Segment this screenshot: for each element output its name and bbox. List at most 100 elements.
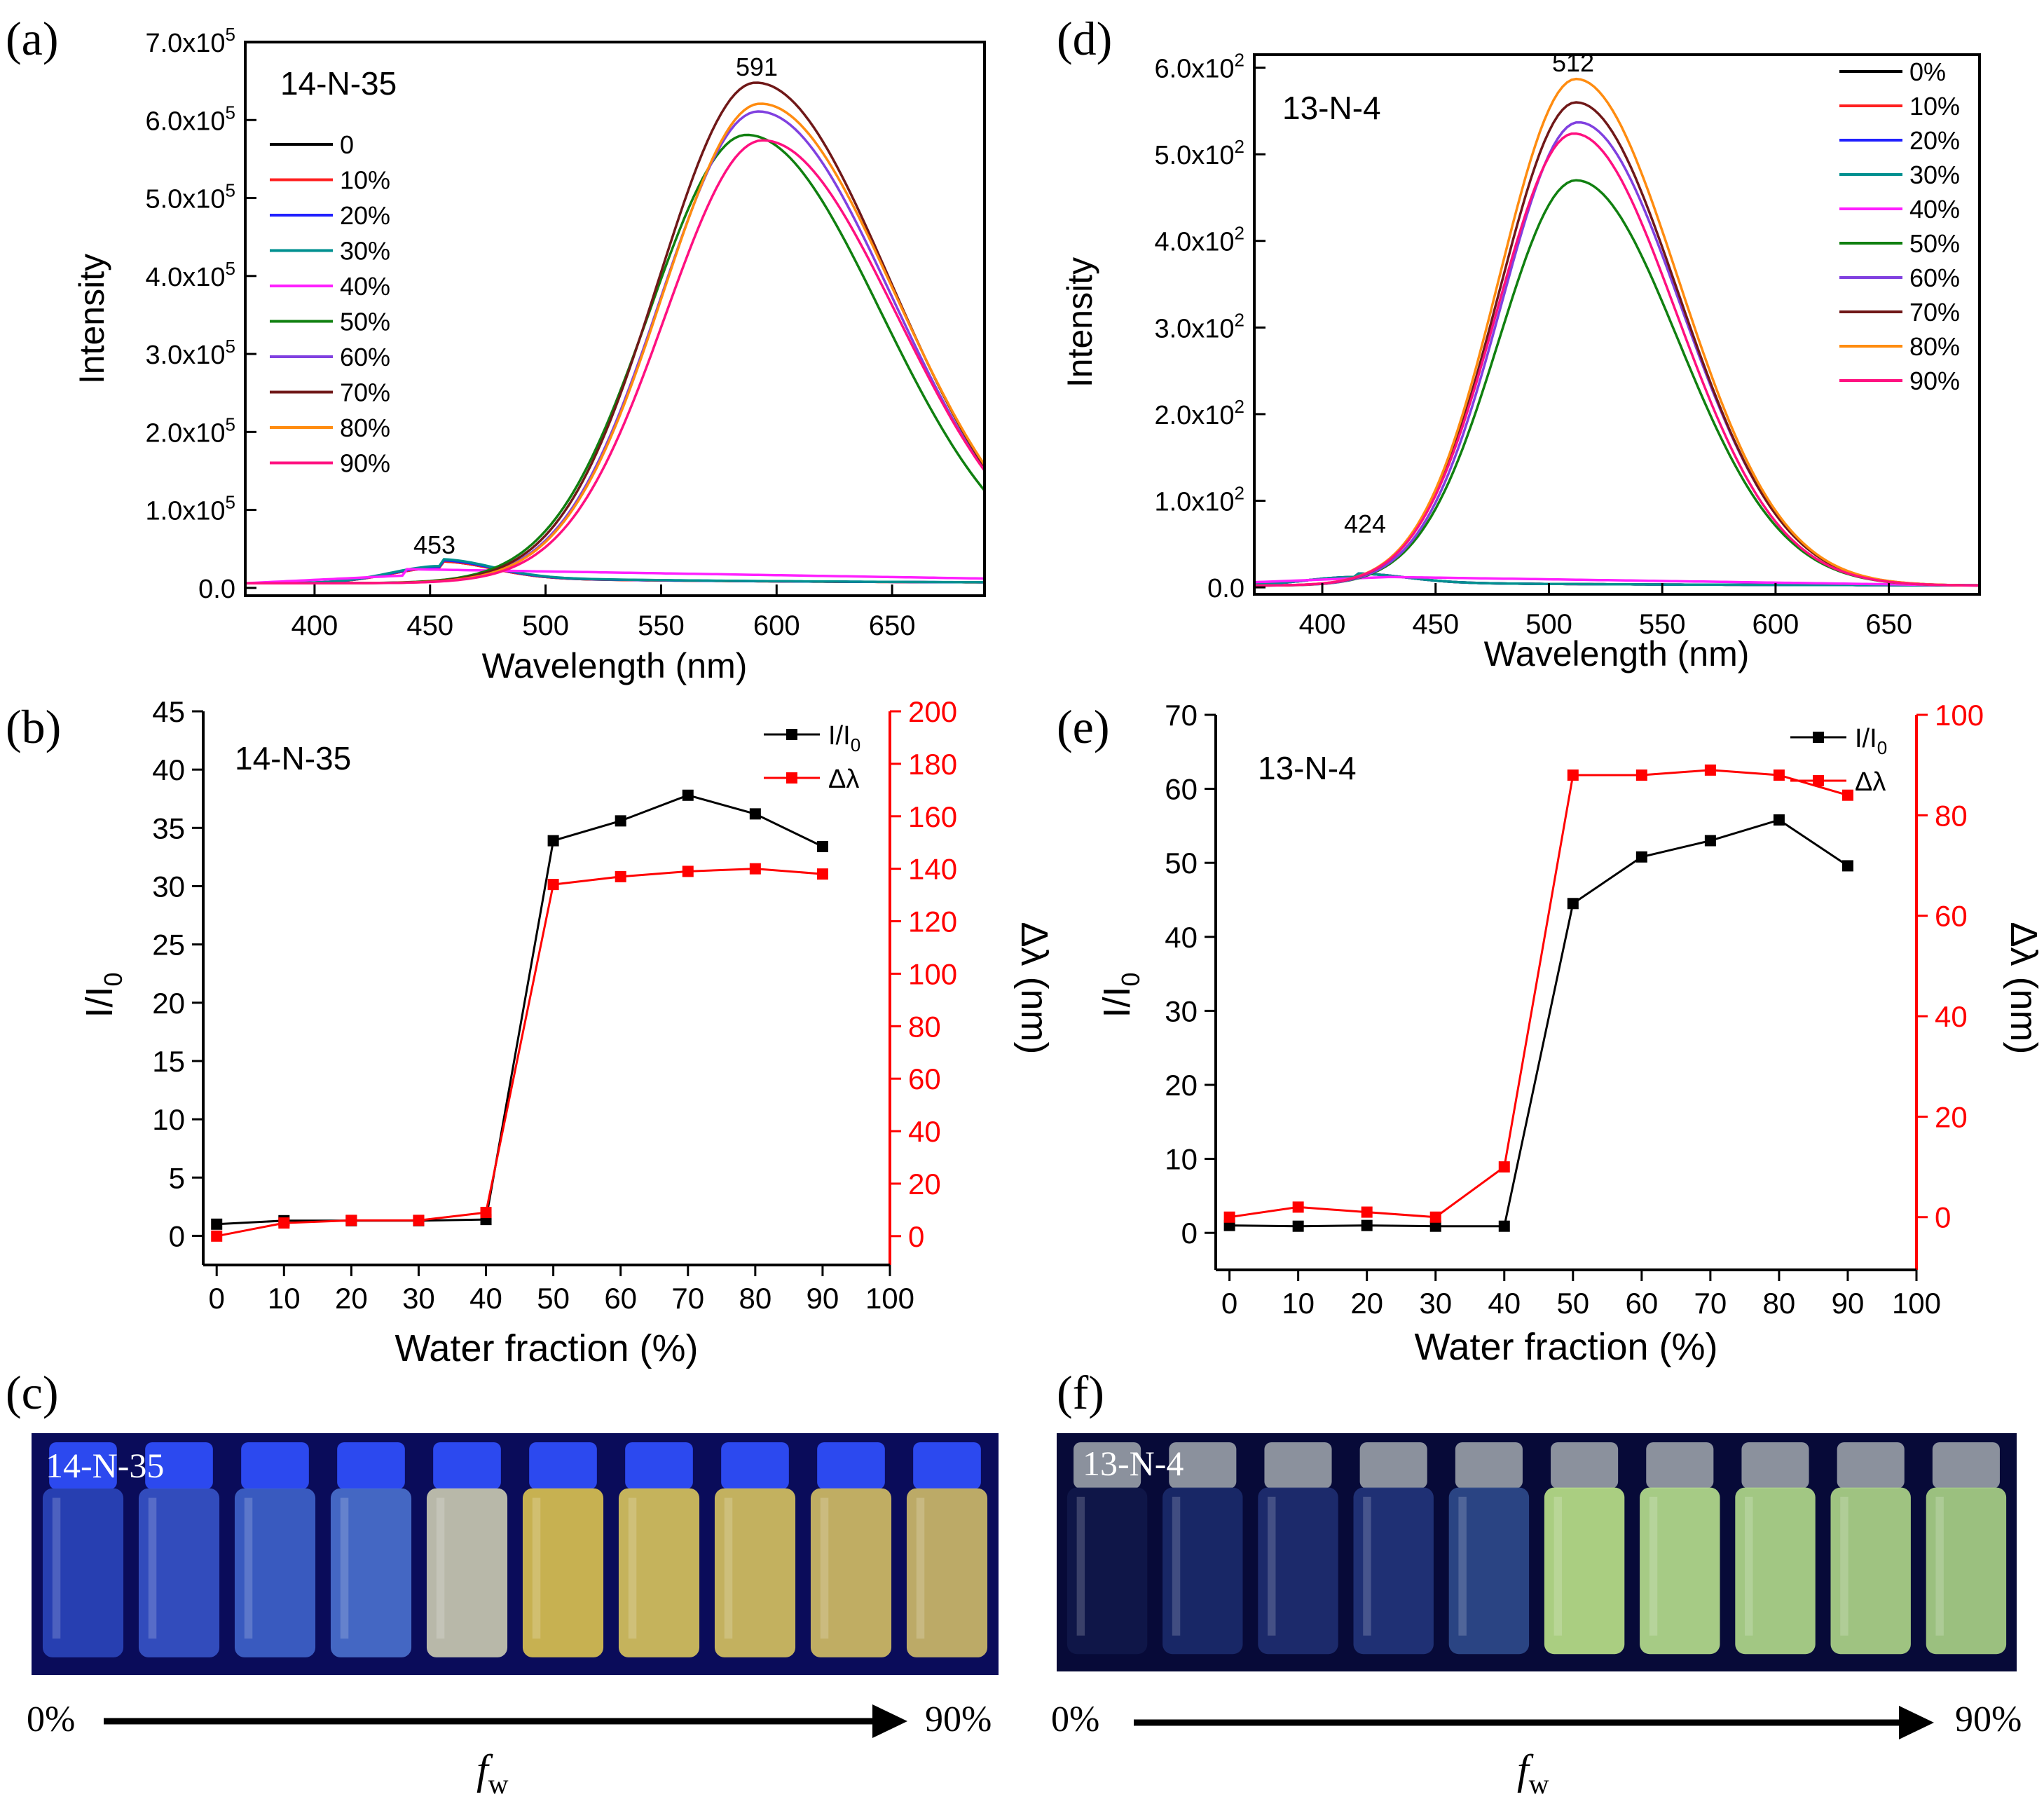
chart-d-legend-label-1: 10% — [1909, 92, 1960, 121]
chart-d-ytick-label-5: 5.0x102 — [1154, 136, 1244, 170]
chart-d-legend-label-6: 60% — [1909, 264, 1960, 292]
chart-a-legend: 0 10% 20% 30% 40% 50% 60% 70% 80% 90% — [270, 130, 390, 478]
photo-c-vial-cap-3 — [337, 1442, 405, 1489]
chart-a-series-4 — [245, 568, 985, 584]
chart-b-ytick-label-4: 20 — [152, 987, 185, 1020]
photo-c-vial-cap-6 — [625, 1442, 693, 1489]
chart-e-xtick-label-0: 0 — [1221, 1287, 1237, 1320]
chart-a-legend-label-9: 90% — [340, 449, 390, 478]
chart-b-xtick-label-0: 0 — [209, 1282, 225, 1315]
photo-f-axis-label: fw — [1517, 1746, 1549, 1799]
chart-d-legend-label-3: 30% — [1909, 160, 1960, 189]
photo-f-start-label: 0% — [1051, 1699, 1099, 1739]
chart-e-legend: I/I0 Δλ — [1790, 724, 1887, 797]
chart-e-ytick-label-3: 30 — [1165, 994, 1198, 1027]
chart-b-y2tick-label-4: 80 — [908, 1010, 941, 1043]
chart-a-xtick-label-5: 650 — [869, 610, 916, 641]
chart-b-sample-label: 14-N-35 — [235, 740, 351, 777]
svg-text:I/I0: I/I0 — [1096, 972, 1145, 1018]
chart-e-ytick-label-0: 0 — [1181, 1217, 1198, 1250]
photo-c-vial-glare-9 — [916, 1498, 925, 1639]
photo-f-vial-8 — [1830, 1487, 1911, 1655]
photo-c-vial-cap-5 — [529, 1442, 597, 1489]
chart-d-legend-label-5: 50% — [1909, 229, 1960, 258]
chart-b-point-1-4 — [480, 1207, 492, 1219]
svg-text:I/I0: I/I0 — [78, 972, 128, 1018]
chart-b-legend: I/I0 Δλ — [764, 721, 860, 794]
chart-b-ytick-label-9: 45 — [152, 695, 185, 728]
chart-a-xtick-label-0: 400 — [291, 610, 338, 641]
photo-c-vial-cap-8 — [817, 1442, 885, 1489]
photo-c-vial-glare-3 — [340, 1498, 349, 1639]
chart-e-xtick-label-3: 30 — [1419, 1287, 1452, 1320]
chart-e: 0 10 20 30 40 50 60 70 80 90 100 0 10 20 30 40 50 60 70 0 20… — [1096, 699, 2044, 1368]
chart-b-point-1-1 — [278, 1217, 290, 1229]
chart-b-ytick-label-6: 30 — [152, 870, 185, 903]
chart-b-y2tick-label-5: 100 — [908, 957, 957, 990]
chart-a-ytick-label-6: 6.0x105 — [145, 102, 235, 136]
chart-d-legend-label-8: 80% — [1909, 332, 1960, 361]
chart-d-legend-label-7: 70% — [1909, 298, 1960, 327]
photo-f-sample-label: 13-N-4 — [1083, 1444, 1184, 1483]
chart-b-xtick-label-4: 40 — [469, 1282, 502, 1315]
chart-b-point-1-7 — [682, 866, 694, 877]
chart-e-point-0-6 — [1635, 851, 1647, 863]
chart-e-xtick-label-7: 70 — [1694, 1287, 1727, 1320]
chart-d-frame — [1253, 53, 1981, 596]
chart-b-xtick-label-3: 30 — [402, 1282, 435, 1315]
chart-d-annotation-peak: 512 — [1552, 48, 1594, 77]
chart-a-ytick-label-2: 2.0x105 — [145, 413, 235, 448]
photo-f-vial-glare-7 — [1745, 1496, 1753, 1636]
chart-a-sample-label: 14-N-35 — [280, 65, 397, 102]
chart-e-y2tick-label-3: 60 — [1935, 900, 1968, 933]
chart-e-point-1-2 — [1361, 1206, 1373, 1218]
chart-e-y2label: Δλ (nm) — [2003, 922, 2044, 1054]
photo-f-vial-1 — [1162, 1487, 1243, 1655]
chart-a-ytick-label-5: 5.0x105 — [145, 180, 235, 214]
chart-d-xlabel: Wavelength (nm) — [1484, 634, 1750, 673]
chart-a-ytick-label-7: 7.0x105 — [145, 24, 235, 58]
photo-f-vial-cap-6 — [1646, 1442, 1714, 1489]
chart-a-ytick-label-0: 0.0 — [198, 575, 235, 604]
panel-label-c: (c) — [6, 1366, 58, 1419]
chart-e-point-0-8 — [1773, 814, 1785, 826]
chart-b-legend-marker-0 — [786, 729, 797, 740]
chart-e-ytick-label-4: 40 — [1165, 921, 1198, 954]
photo-f-vial-6 — [1640, 1487, 1720, 1655]
photo-f-vial-glare-1 — [1172, 1496, 1181, 1636]
chart-e-point-0-2 — [1361, 1219, 1373, 1231]
photo-f-arrow-head — [1899, 1706, 1934, 1739]
chart-d-xtick-label-4: 600 — [1753, 609, 1799, 640]
chart-e-xtick-label-8: 80 — [1763, 1287, 1796, 1320]
chart-b-xtick-label-1: 10 — [268, 1282, 301, 1315]
photo-c-axis-label: fw — [476, 1746, 509, 1799]
photo-f: 13-N-4 0% 90% fw — [1051, 1433, 2022, 1799]
chart-a-legend-label-1: 10% — [340, 166, 390, 195]
photo-c-vial-cap-9 — [913, 1442, 981, 1489]
chart-e-point-0-7 — [1704, 835, 1716, 847]
chart-e-point-1-1 — [1292, 1201, 1304, 1213]
chart-e-xtick-label-10: 100 — [1892, 1287, 1941, 1320]
chart-b: 0 10 20 30 40 50 60 70 80 90 100 0 5 10 15 20 25 30 35 40 45… — [78, 695, 1055, 1369]
chart-d-series-9 — [1254, 132, 1980, 587]
chart-d: 13-N-4 512 424 400 450 500 550 600 650 0.0 1.0x… — [1060, 48, 1981, 673]
photo-f-vial-5 — [1544, 1487, 1625, 1655]
photo-f-vial-glare-4 — [1458, 1496, 1467, 1636]
photo-c-arrow-head — [872, 1704, 907, 1738]
chart-b-point-1-8 — [749, 863, 761, 875]
chart-d-ytick-label-0: 0.0 — [1207, 574, 1244, 603]
chart-d-series-3 — [1254, 572, 1980, 587]
photo-c-vial-glare-7 — [724, 1498, 733, 1639]
panel-label-e: (e) — [1057, 700, 1109, 753]
chart-a-legend-label-2: 20% — [340, 201, 390, 230]
photo-c-vial-3 — [330, 1488, 412, 1657]
chart-e-xtick-label-4: 40 — [1488, 1287, 1521, 1320]
chart-a-series — [245, 81, 986, 584]
photo-c-vial-glare-8 — [820, 1498, 829, 1639]
photo-c: 14-N-35 0% 90% fw — [27, 1433, 999, 1799]
chart-b-ytick-label-2: 10 — [152, 1103, 185, 1136]
chart-d-annotation-minor: 424 — [1344, 509, 1386, 538]
chart-e-legend-marker-0 — [1813, 732, 1824, 743]
chart-e-y2tick-label-0: 0 — [1935, 1201, 1951, 1234]
chart-e-point-1-4 — [1498, 1161, 1510, 1173]
